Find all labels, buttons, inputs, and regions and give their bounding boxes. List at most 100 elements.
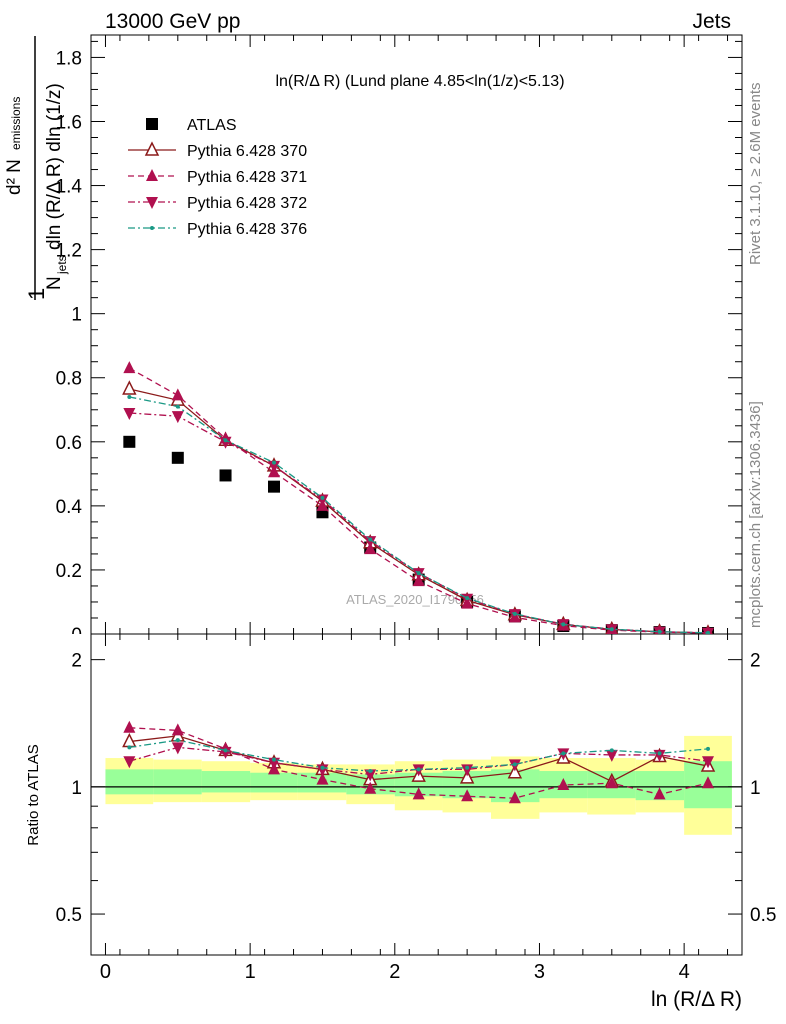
header-left: 13000 GeV pp: [105, 10, 240, 33]
ratio-data-point: [268, 757, 281, 770]
x-tick-label: 4: [679, 961, 690, 983]
main-data-point: [412, 574, 425, 587]
ratio-data-point: [557, 778, 570, 791]
y-title-bottom-rest: dln (R/Δ R) dln (1/z): [44, 83, 65, 250]
main-data-point: [123, 361, 136, 374]
legend-marker: [146, 118, 158, 130]
main-data-point: [219, 436, 232, 449]
main-data-point: [368, 537, 373, 542]
y-tick-label: 0.4: [56, 497, 83, 518]
ratio-band-green: [153, 769, 202, 795]
legend: ATLAS Pythia 6.428 370 Pythia 6.428 371 Pyt…: [128, 117, 307, 238]
main-data-point: [268, 460, 281, 473]
ratio-data-point: [320, 765, 325, 770]
y-title-numer: 1: [24, 288, 49, 300]
main-data-point: [416, 571, 421, 576]
ratio-data-point: [171, 723, 184, 736]
ratio-data-point: [461, 789, 474, 802]
ratio-data-point: [364, 769, 377, 782]
ratio-data-point: [657, 751, 662, 756]
main-data-point: [171, 388, 184, 401]
ratio-data-point: [175, 738, 180, 743]
main-data-point: [657, 629, 662, 634]
main-data-point: [272, 460, 277, 465]
ratio-data-point: [653, 749, 666, 762]
ratio-data-point: [412, 787, 425, 800]
legend-marker: [146, 197, 158, 209]
main-data-point: [171, 411, 184, 424]
ratio-band-green: [201, 771, 251, 793]
main-data-point: [175, 404, 180, 409]
header-right: Jets: [692, 10, 731, 33]
ratio-data-point: [706, 746, 711, 751]
ratio-data-point: [461, 764, 474, 777]
y-tick-label: 1.4: [56, 177, 83, 198]
ratio-y-tick-label-right: 2: [750, 651, 761, 672]
y-title-bottom: N: [44, 276, 65, 290]
y-tick-label: 1.8: [56, 48, 82, 69]
ratio-data-point: [605, 776, 618, 789]
mcplots-label: mcplots.cern.ch [arXiv:1306.3436]: [747, 401, 764, 628]
main-data-point: [465, 596, 470, 601]
rivet-label: Rivet 3.1.10, ≥ 2.6M events: [747, 83, 764, 266]
ratio-data-point: [702, 756, 715, 769]
ratio-data-point: [316, 772, 329, 785]
y-tick-label: 1.2: [56, 241, 82, 262]
ratio-data-point: [465, 765, 470, 770]
ratio-y-tick-label-right: 1: [750, 778, 761, 799]
ratio-data-point: [123, 720, 136, 733]
main-data-point: [219, 469, 232, 482]
ratio-band-green: [250, 772, 298, 793]
main-data-point: [364, 536, 377, 549]
y-title-top-sub: emissions: [9, 97, 23, 150]
y-title-bottom-sub: jets: [55, 255, 69, 275]
ratio-data-point: [507, 764, 523, 779]
main-data-point: [364, 542, 377, 555]
ratio-panel-frame: [90, 633, 743, 956]
legend-label: Pythia 6.428 376: [187, 221, 307, 238]
ratio-series-layer: [122, 720, 716, 804]
main-data-point: [127, 394, 132, 399]
main-data-point: [123, 407, 136, 420]
ratio-band-green: [105, 769, 154, 795]
legend-label: Pythia 6.428 372: [187, 195, 307, 212]
main-data-point: [316, 494, 329, 507]
main-data-point: [171, 451, 184, 464]
ratio-data-point: [127, 745, 132, 750]
ratio-y-axis-title: Ratio to ATLAS: [25, 744, 42, 845]
ratio-data-point: [223, 748, 228, 753]
legend-label: Pythia 6.428 370: [187, 143, 307, 160]
ratio-data-point: [702, 776, 715, 789]
ratio-y-tick-label-right: 0.5: [750, 905, 776, 926]
y-tick-label: 0.8: [56, 369, 82, 390]
ratio-data-point: [272, 757, 277, 762]
main-y-axis-title: 1 d² N emissions N jets dln (R/Δ R) dln …: [4, 36, 69, 300]
x-tick-label: 2: [389, 961, 400, 983]
x-tick-label: 3: [534, 961, 545, 983]
ratio-y-tick-label: 2: [71, 651, 82, 672]
y-title-top: d² N: [4, 159, 25, 195]
y-tick-label: 0.2: [56, 561, 82, 582]
ratio-data-point: [605, 749, 618, 762]
main-data-point: [268, 480, 281, 493]
ratio-data-point: [512, 762, 517, 767]
ratio-y-tick-label: 0.5: [56, 905, 82, 926]
y-tick-label: 0.6: [56, 433, 82, 454]
ratio-uncertainty-bands: [91, 735, 742, 835]
ratio-data-point: [416, 767, 421, 772]
ratio-data-point: [459, 769, 475, 784]
y-tick-label: 1: [71, 305, 82, 326]
legend-label: ATLAS: [187, 117, 237, 134]
legend-label: Pythia 6.428 371: [187, 169, 307, 186]
axes-ticks: 0 1 2 3 4 0.2 0.4 0.6 0.8 1 1.2 1.4 1.6 1.8 0 0.5 0.5 1 1 2…: [56, 35, 776, 983]
ratio-y-tick-label: 1: [71, 778, 82, 799]
main-data-point: [122, 380, 137, 395]
main-data-point: [706, 630, 711, 634]
main-data-point: [512, 611, 517, 616]
main-series-layer: [122, 361, 715, 634]
x-tick-label: 0: [100, 961, 111, 983]
ratio-data-point: [609, 748, 614, 753]
main-data-point: [123, 435, 136, 448]
x-axis-title: ln (R/Δ R): [651, 988, 742, 1011]
